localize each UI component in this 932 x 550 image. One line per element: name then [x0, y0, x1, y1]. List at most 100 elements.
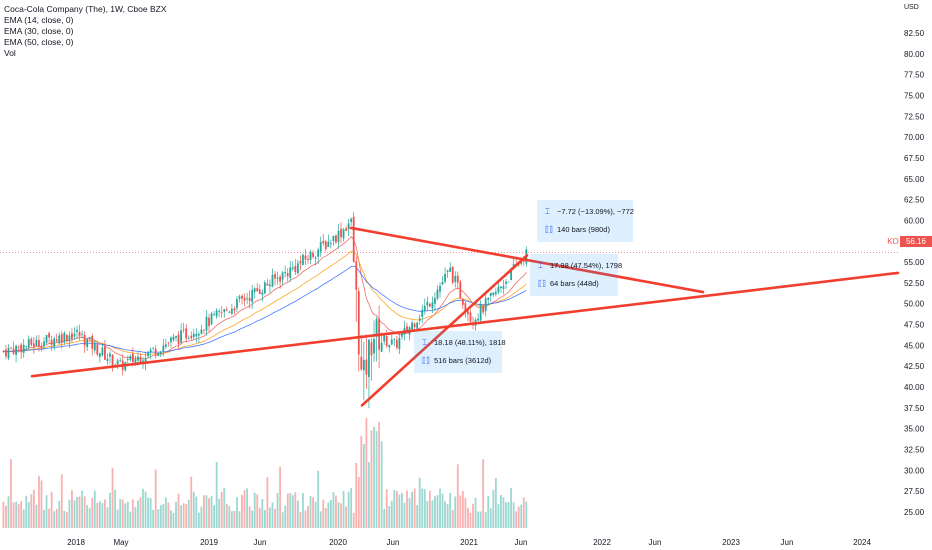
candle-body	[17, 346, 20, 348]
volume-bar	[225, 503, 228, 528]
volume-bar	[152, 509, 155, 528]
measure-box-1[interactable]: ⌶ −7.72 (−13.09%), −772 ⟦⟧ 140 bars (980d)	[537, 200, 634, 242]
candle-body	[388, 344, 391, 348]
volume-bar	[284, 505, 287, 528]
candle-body	[106, 358, 109, 362]
measure-box-2[interactable]: ⌶ 17.98 (47.54%), 1798 ⟦⟧ 64 bars (448d)	[530, 254, 622, 296]
volume-bar	[302, 493, 304, 528]
candle-body	[464, 303, 467, 312]
candle-body	[441, 281, 444, 285]
y-tick-label: 55.00	[904, 258, 925, 267]
candle-body	[20, 344, 23, 353]
volume-bar	[83, 496, 86, 528]
currency-label[interactable]: USD	[904, 4, 919, 11]
candle-body	[246, 298, 248, 300]
candle-body	[10, 347, 12, 349]
y-tick-label: 27.50	[904, 487, 925, 496]
time-axis[interactable]: 2018 May 2019 Jun 2020 Jun 2021 Jun 2022 Jun 2023 J…	[67, 538, 871, 547]
candle-body	[131, 353, 134, 362]
price-axis[interactable]: 25.00 27.50 30.00 32.50 35.00 37.50 40.00 42.50…	[904, 29, 925, 517]
candle-body	[210, 313, 213, 325]
indicator-ema50[interactable]: EMA (50, close, 0)	[4, 37, 74, 47]
y-tick-label: 35.00	[904, 425, 925, 434]
y-tick-label: 72.50	[904, 112, 925, 121]
candle-body	[487, 297, 490, 300]
candle-body	[91, 335, 94, 349]
trend-lines[interactable]	[30, 226, 900, 407]
candle-body	[428, 303, 431, 307]
volume-bar	[403, 502, 406, 528]
candle-body	[159, 351, 162, 354]
candle-body	[484, 298, 487, 312]
y-tick-label: 80.00	[904, 50, 925, 59]
volume-bar	[43, 509, 45, 528]
last-price-tag: KO 56.16	[886, 236, 932, 247]
candle-body	[238, 296, 241, 299]
volume-bar	[91, 497, 94, 528]
candle-body	[281, 272, 284, 280]
candle-body	[38, 340, 40, 347]
volume-bar	[365, 418, 368, 528]
x-tick-label: 2024	[853, 538, 871, 547]
measure-box-3[interactable]: ⌶ 18.18 (48.11%), 1818 ⟦⟧ 516 bars (3612d)	[414, 331, 506, 373]
y-tick-label: 52.50	[904, 279, 925, 288]
candle-body	[383, 333, 386, 342]
volume-bar	[286, 493, 289, 528]
volume-bar	[251, 510, 254, 528]
volume-bar	[515, 511, 518, 528]
candle-body	[451, 266, 454, 283]
candle-body	[434, 298, 436, 304]
bars-icon: ⟦⟧	[545, 225, 553, 234]
candle-body	[119, 359, 122, 361]
volume-bar	[187, 499, 190, 528]
volume-bar	[337, 502, 340, 528]
volume-bar	[164, 497, 167, 528]
volume-bar	[456, 464, 459, 528]
candle-body	[243, 297, 246, 301]
candle-body	[289, 267, 292, 279]
candle-body	[411, 322, 413, 330]
candle-body	[307, 258, 309, 260]
candle-body	[350, 218, 353, 223]
candle-body	[385, 336, 388, 346]
candle-body	[60, 334, 63, 344]
volume-bar	[96, 502, 99, 528]
candle-body	[302, 254, 304, 265]
volume-bar	[81, 490, 83, 528]
ticker-symbol: KO	[886, 236, 900, 247]
candle-body	[266, 283, 269, 286]
volume-bar	[154, 469, 157, 528]
candle-body	[507, 281, 510, 283]
volume-bar	[322, 499, 325, 528]
volume-bar	[408, 497, 411, 528]
x-tick-label: Jun	[649, 538, 662, 547]
volume-bar	[347, 491, 350, 528]
volume-bar	[291, 495, 294, 528]
indicator-ema14[interactable]: EMA (14, close, 0)	[4, 15, 74, 25]
indicator-ema30[interactable]: EMA (30, close, 0)	[4, 26, 74, 36]
volume-bar	[398, 494, 401, 528]
indicator-volume[interactable]: Vol	[4, 48, 16, 58]
x-tick-label: 2018	[67, 538, 85, 547]
volume-bar	[177, 493, 180, 528]
volume-bar	[15, 501, 17, 528]
volume-bar	[312, 497, 314, 528]
candle-body	[299, 260, 302, 264]
volume-bar	[182, 503, 185, 528]
volume-bar	[38, 476, 40, 528]
volume-bar	[494, 478, 497, 528]
volume-bar	[215, 461, 218, 528]
volume-bar	[317, 470, 320, 528]
candle-body	[63, 332, 66, 343]
volume-bar	[25, 495, 28, 528]
bars-icon: ⟦⟧	[538, 279, 546, 288]
volume-bar	[98, 501, 101, 528]
candle-body	[502, 286, 505, 289]
volume-bar	[299, 512, 302, 528]
y-tick-label: 37.50	[904, 404, 925, 413]
candle-body	[304, 255, 307, 260]
candle-body	[317, 249, 320, 257]
symbol-title[interactable]: Coca-Cola Company (The), 1W, Cboe BZX	[4, 4, 167, 14]
volume-bar	[53, 511, 56, 528]
